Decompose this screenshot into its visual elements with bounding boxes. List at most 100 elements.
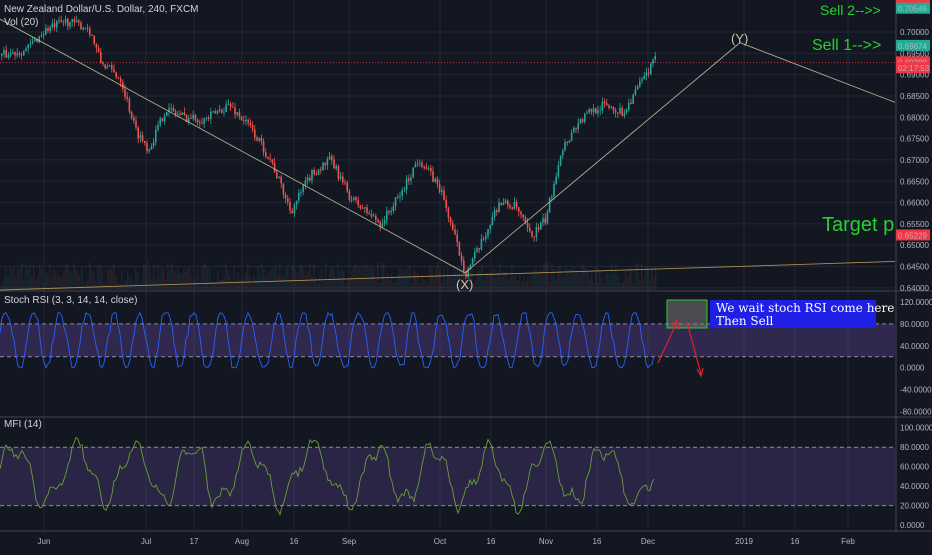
candle-body [555, 176, 557, 185]
trend-lines[interactable] [0, 18, 896, 291]
candle-body [38, 36, 40, 43]
sell-2-annotation[interactable]: Sell 2-->> [820, 2, 881, 18]
volume-bar [615, 262, 617, 290]
volume-bar [81, 266, 83, 290]
price-axis-label: 0.69500 [900, 49, 929, 58]
candle-body [284, 194, 287, 199]
candle-body [562, 150, 564, 156]
candle-body [58, 20, 60, 22]
candle-body [394, 197, 397, 207]
candle-body [570, 132, 573, 141]
candle-body [271, 159, 274, 163]
mfi-axis-label: 40.0000 [900, 482, 929, 491]
candle-body [144, 141, 146, 144]
volume-bar [125, 279, 127, 290]
candle-body [601, 101, 604, 111]
volume-bar [349, 278, 351, 290]
candle-body [445, 199, 447, 209]
candle-body [522, 214, 524, 218]
volume-bar [105, 282, 107, 290]
volume-bar [495, 277, 497, 290]
volume-bar [551, 265, 553, 290]
time-axis-label: Jul [141, 537, 151, 546]
volume-bar [487, 272, 489, 290]
note-line-2: Then Sell [716, 314, 774, 328]
candle-body [119, 78, 122, 82]
note-box[interactable] [710, 300, 876, 328]
volume-bar [519, 273, 521, 290]
candle-body [388, 210, 390, 213]
volume-bar [591, 274, 593, 290]
candle-body [225, 104, 227, 112]
volume-bar [507, 279, 509, 290]
volume-bar [629, 267, 631, 290]
candle-body [91, 34, 93, 36]
volume-bar [393, 282, 395, 290]
candle-body [535, 227, 538, 237]
wave-x-label[interactable]: (X) [456, 277, 473, 292]
volume-bar [143, 264, 145, 290]
candle-body [379, 222, 381, 228]
wave-y-label[interactable]: (Y) [731, 31, 748, 46]
volume-bar [291, 266, 293, 290]
volume-bar [473, 283, 475, 290]
volume-bar [43, 282, 45, 290]
volume-bar [47, 274, 49, 290]
candle-body [416, 163, 419, 165]
candle-body [75, 20, 78, 23]
candle-body [188, 118, 190, 122]
red-arrows[interactable] [657, 318, 704, 378]
candle-body [456, 234, 458, 243]
candle-body [592, 108, 595, 113]
time-axis[interactable]: Jun Jul 17 Aug 16 Sep Oct 16 Nov 16 Dec 2019 16 Feb [38, 537, 856, 546]
volume-bar [133, 282, 135, 290]
candle-body [353, 197, 355, 201]
candle-body [438, 184, 441, 192]
candle-body [513, 202, 516, 210]
candle-body [630, 102, 632, 104]
sell-1-annotation[interactable]: Sell 1-->> [812, 37, 881, 54]
volume-bar [211, 283, 213, 290]
volume-bar [343, 270, 345, 290]
candle-body [357, 199, 359, 206]
volume-bar [121, 269, 123, 290]
candle-body [159, 118, 161, 126]
volume-bar [243, 278, 245, 290]
volume-bar [409, 266, 411, 290]
volume-bar [481, 264, 483, 290]
volume-bar [91, 270, 93, 290]
target-annotation[interactable]: Target p [822, 214, 894, 236]
volume-bar [181, 274, 183, 290]
volume-bar [17, 268, 19, 290]
volume-bar [57, 275, 59, 290]
candle-body [368, 213, 370, 215]
volume-bar [95, 280, 97, 290]
candle-body [590, 109, 593, 113]
volume-bar [235, 280, 237, 290]
volume-bar [493, 268, 495, 290]
volume-bar [367, 264, 369, 290]
candlestick-series[interactable] [1, 15, 656, 279]
candle-body [155, 129, 157, 143]
volume-bar [595, 266, 597, 290]
candle-body [408, 178, 410, 181]
volume-bar [513, 275, 515, 290]
volume-bar [111, 268, 113, 290]
stoch-axis-label: -40.0000 [900, 386, 932, 395]
price-axis[interactable]: 0.70000 0.69500 0.69000 0.68500 0.68000 0.675… [900, 28, 932, 530]
candle-body [135, 120, 137, 128]
candle-body [331, 156, 333, 160]
candle-body [551, 196, 553, 198]
volume-bar [209, 268, 211, 290]
candle-body [7, 55, 10, 58]
candle-body [546, 212, 549, 224]
candle-body [89, 28, 91, 35]
volume-bar [609, 274, 611, 290]
volume-bar [215, 282, 217, 290]
volume-bar [407, 268, 409, 290]
candle-body [478, 248, 480, 250]
volume-bar [543, 264, 545, 290]
candle-body [529, 227, 531, 232]
